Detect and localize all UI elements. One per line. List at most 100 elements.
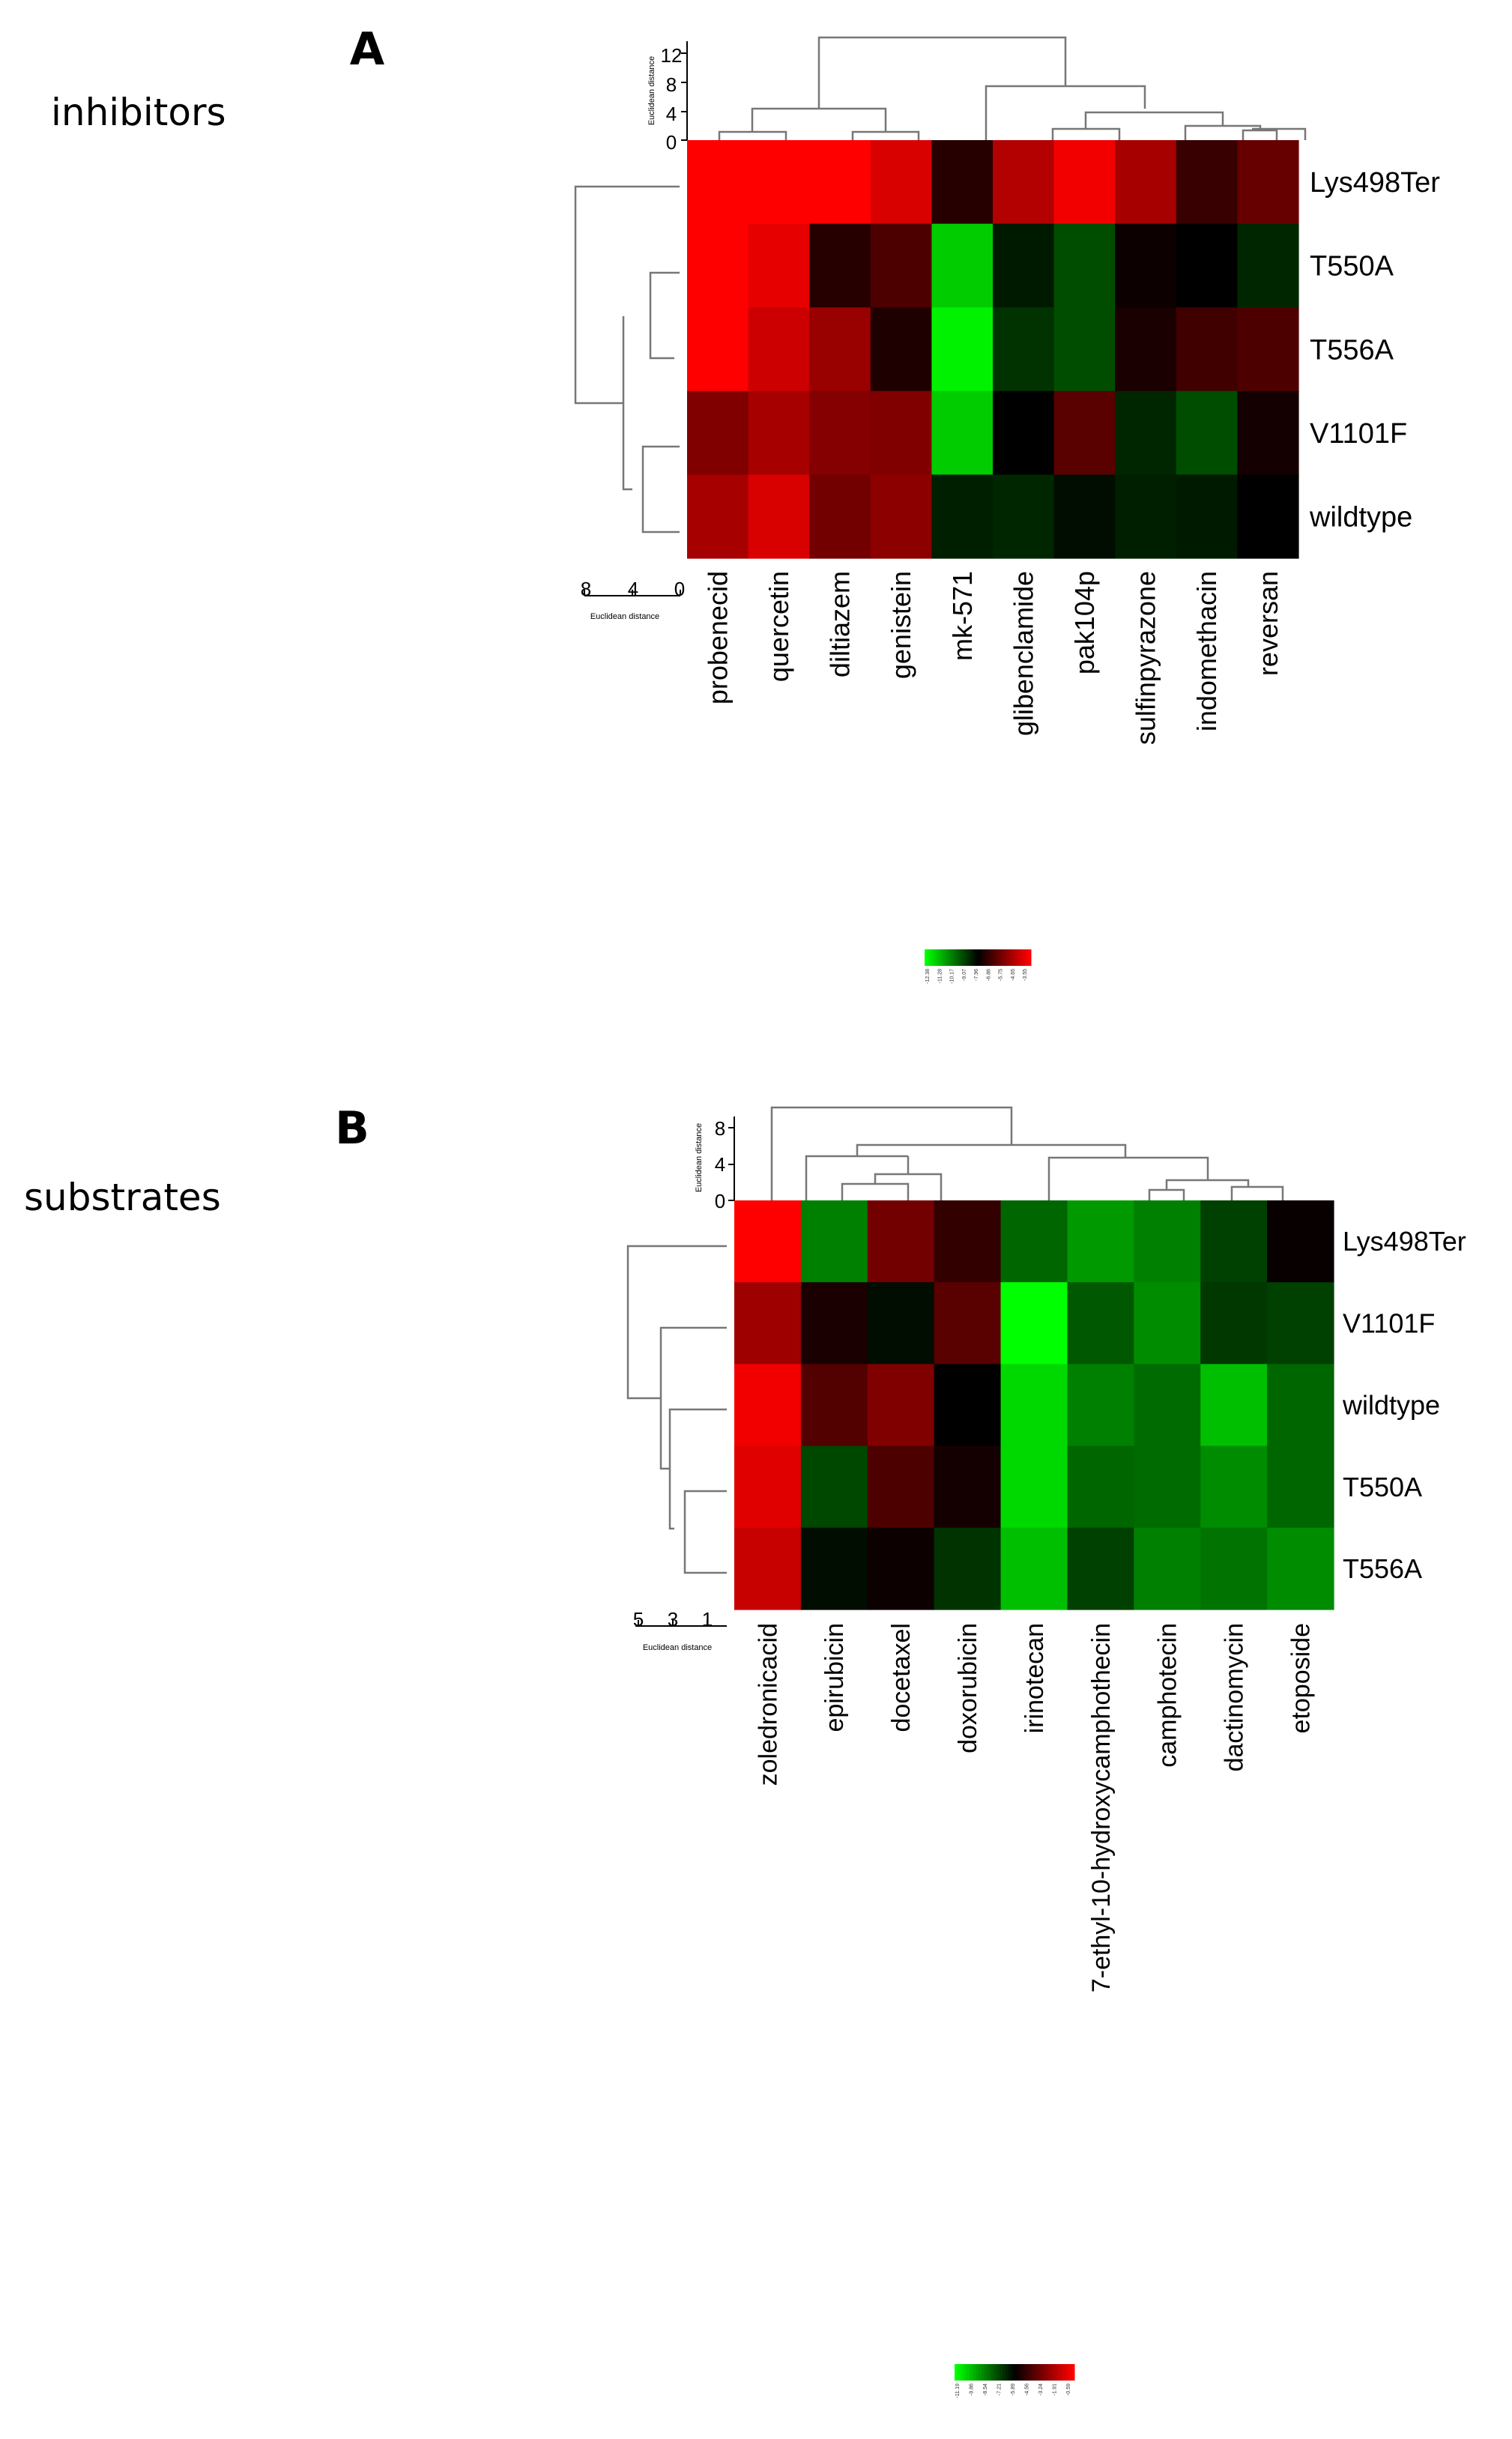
dendrogram-branch (683, 1490, 727, 1574)
heatmap-cell (931, 140, 994, 225)
column-label: dactinomycin (1221, 1623, 1249, 1771)
heatmap-cell (1053, 474, 1116, 559)
legend-swatch (988, 2364, 991, 2381)
heatmap-cell (1053, 223, 1116, 308)
legend-swatch (980, 949, 984, 966)
legend-swatch (1017, 949, 1021, 966)
heatmap-cell (1053, 390, 1116, 475)
legend-swatch (985, 949, 989, 966)
heatmap-cell (1115, 307, 1177, 392)
heatmap-cell (1237, 474, 1299, 559)
row-label: T556A (1343, 1553, 1422, 1584)
legend-swatch (1028, 949, 1032, 966)
legend-swatch (1009, 949, 1013, 966)
dendrogram-branch (1047, 1156, 1209, 1200)
dendrogram-branch (626, 1245, 727, 1400)
legend-swatch (1035, 2364, 1039, 2381)
legend-swatch (940, 949, 944, 966)
legend-swatch (964, 949, 968, 966)
heatmap-cell (1134, 1200, 1201, 1283)
legend-swatch (999, 949, 1003, 966)
heatmap-cell (870, 474, 932, 559)
heatmap-cell (1067, 1282, 1134, 1364)
dendrogram-branch (574, 185, 680, 405)
legend-swatch (1014, 949, 1018, 966)
legend-swatch (1032, 2364, 1036, 2381)
panel-a-col-axis-tick-label: 12 (661, 44, 683, 67)
heatmap-cell (1237, 390, 1299, 475)
panel-b-letter: B (335, 1102, 369, 1155)
legend-swatch (961, 949, 965, 966)
legend-swatch (955, 2364, 958, 2381)
heatmap-cell (1176, 140, 1238, 225)
heatmap-cell (1134, 1445, 1201, 1529)
heatmap-cell (1134, 1527, 1201, 1610)
heatmap-cell (1067, 1527, 1134, 1610)
heatmap-cell (1000, 1445, 1068, 1529)
heatmap-cell (1176, 307, 1238, 392)
legend-swatch (994, 2364, 997, 2381)
legend-tick-label: -4.56 (1025, 2384, 1030, 2396)
heatmap-cell (870, 223, 932, 308)
legend-swatch (1038, 2364, 1042, 2381)
heatmap-cell (870, 140, 932, 225)
legend-swatch (1020, 949, 1023, 966)
heatmap-cell (687, 307, 749, 392)
row-label: T550A (1310, 251, 1394, 282)
panel-a-col-axis-tick-label: 8 (666, 73, 677, 96)
heatmap-cell (931, 474, 994, 559)
heatmap-cell (748, 474, 810, 559)
legend-swatch (1071, 2364, 1075, 2381)
legend-tick-label: -7.96 (974, 969, 979, 981)
column-label: camphotecin (1154, 1623, 1182, 1768)
panel-b-row-axis-label: Euclidean distance (643, 1643, 712, 1652)
legend-swatch (1025, 949, 1029, 966)
column-label: docetaxel (887, 1623, 916, 1732)
row-label: wildtype (1342, 1390, 1440, 1421)
panel-b-col-axis-tick-label: 0 (715, 1190, 725, 1212)
legend-swatch (1065, 2364, 1069, 2381)
legend-swatch (1053, 2364, 1057, 2381)
heatmap-cell (1176, 390, 1238, 475)
legend-swatch (1007, 949, 1011, 966)
legend-swatch (943, 949, 946, 966)
heatmap-cell (748, 307, 810, 392)
panel-b-col-dendrogram-axis (728, 1116, 735, 1201)
legend-tick-label: -3.55 (1023, 969, 1028, 981)
column-label: 7-ethyl-10-hydroxycamphothecin (1087, 1623, 1116, 1992)
dendrogram-branch (1165, 1179, 1250, 1190)
heatmap-cell (800, 1364, 868, 1447)
column-label: sulfinpyrazone (1131, 571, 1161, 745)
legend-tick-label: -7.21 (997, 2384, 1003, 2396)
heatmap-cell (734, 1527, 802, 1610)
dendrogram-branch (851, 130, 920, 140)
panel-b-col-axis-tick-label: 4 (715, 1153, 725, 1176)
legend-swatch (932, 949, 936, 966)
legend-swatch (1029, 2364, 1033, 2381)
panel-a-row-axis-tick-label: 8 (581, 578, 591, 600)
legend-swatch (1014, 2364, 1018, 2381)
panel-b-heatmap (734, 1200, 1334, 1610)
legend-swatch (982, 2364, 985, 2381)
heatmap-cell (1053, 307, 1116, 392)
panel-b-col-labels: zoledronicacid epirubicin docetaxel doxorub… (754, 1623, 1315, 1992)
panel-b-col-axis-label: Euclidean distance (695, 1123, 704, 1192)
legend-swatch (1001, 949, 1005, 966)
panel-a-heatmap (687, 140, 1299, 559)
legend-swatch (935, 949, 939, 966)
heatmap-cell (809, 474, 871, 559)
heatmap-cell (1115, 140, 1177, 225)
heatmap-cell (931, 390, 994, 475)
panel-a-row-axis-tick-label: 0 (674, 578, 685, 600)
legend-tick-label: -8.54 (983, 2384, 988, 2396)
legend-tick-label: -11.28 (937, 969, 943, 983)
panel-a-row-dendrogram-axis (584, 590, 681, 596)
legend-swatch (1044, 2364, 1048, 2381)
legend-tick-label: -9.07 (962, 969, 967, 981)
dendrogram-branch (1252, 127, 1307, 140)
dendrogram-branch (1051, 127, 1121, 140)
heatmap-cell (934, 1445, 1002, 1529)
legend-swatch (973, 2364, 976, 2381)
legend-swatch (951, 949, 955, 966)
